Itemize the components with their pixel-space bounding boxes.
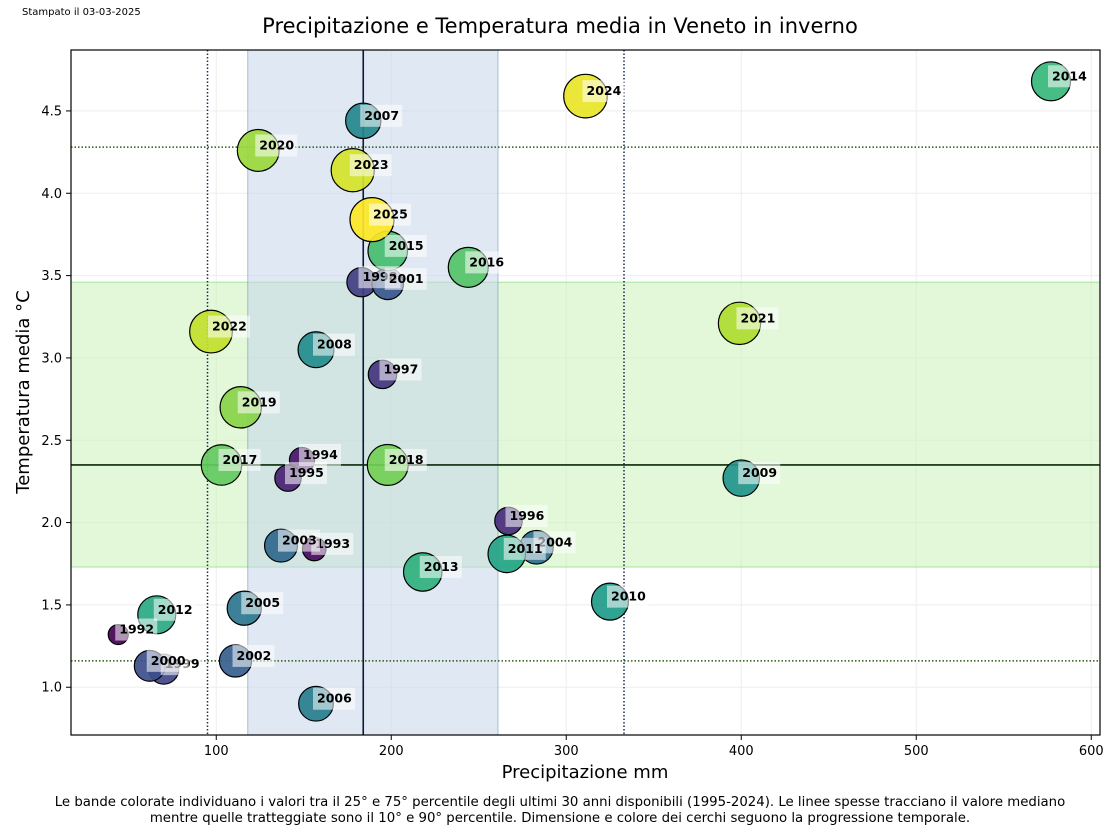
point-label-box xyxy=(153,598,196,621)
point-label-2020: 2020 xyxy=(259,137,294,152)
point-label-box xyxy=(278,529,320,552)
point-label-box xyxy=(505,504,548,527)
point-label-2014: 2014 xyxy=(1052,68,1087,83)
printed-date: Stampato il 03-03-2025 xyxy=(22,7,141,18)
point-label-2011: 2011 xyxy=(508,541,543,556)
y-tick-label: 2.0 xyxy=(41,516,62,531)
point-label-box xyxy=(232,644,275,667)
x-axis-ticks: 100 200 300 400 500 600 xyxy=(204,735,1104,759)
x-tick-label: 400 xyxy=(729,744,754,759)
point-label-box xyxy=(255,134,298,157)
point-label-1994: 1994 xyxy=(303,447,338,462)
caption-line-2: mentre quelle tratteggiate sono il 10° e… xyxy=(149,811,971,826)
point-label-2016: 2016 xyxy=(469,254,504,269)
point-label-2012: 2012 xyxy=(158,602,193,617)
point-label-box xyxy=(146,649,189,672)
x-axis-label: Precipitazione mm xyxy=(502,762,669,783)
y-axis-label: Temperatura media °C xyxy=(13,290,34,494)
chart-caption: Le bande colorate individuano i valori t… xyxy=(0,795,1120,827)
point-label-2006: 2006 xyxy=(317,691,352,706)
y-tick-label: 1.0 xyxy=(41,681,62,696)
point-label-2021: 2021 xyxy=(741,310,776,325)
point-label-box xyxy=(299,444,341,467)
point-label-2004: 2004 xyxy=(538,534,573,549)
point-label-box xyxy=(311,532,354,555)
point-label-2003: 2003 xyxy=(282,533,317,548)
point-label-box xyxy=(465,251,508,274)
point-label-2002: 2002 xyxy=(237,648,272,663)
point-label-2024: 2024 xyxy=(587,83,622,98)
x-tick-label: 300 xyxy=(554,744,579,759)
point-label-box xyxy=(582,80,625,103)
point-label-2001: 2001 xyxy=(389,271,424,286)
point-label-2008: 2008 xyxy=(317,337,352,352)
point-label-box xyxy=(115,618,158,641)
point-label-2023: 2023 xyxy=(354,157,389,172)
x-tick-label: 600 xyxy=(1079,744,1104,759)
point-label-box xyxy=(218,448,261,471)
point-label-box xyxy=(241,592,284,615)
point-label-box xyxy=(313,333,355,356)
point-label-box xyxy=(313,687,355,710)
caption-line-1: Le bande colorate individuano i valori t… xyxy=(54,795,1066,810)
point-labels: 1992199319941995199619971998199920002001… xyxy=(115,65,1090,710)
point-label-2018: 2018 xyxy=(389,452,424,467)
point-label-box xyxy=(349,154,392,177)
point-label-box xyxy=(738,462,781,485)
point-label-1997: 1997 xyxy=(384,361,419,376)
point-label-box xyxy=(369,203,411,226)
y-tick-label: 3.0 xyxy=(41,351,62,366)
point-label-1996: 1996 xyxy=(510,508,545,523)
y-tick-label: 1.5 xyxy=(41,598,62,613)
point-label-box xyxy=(503,537,546,560)
point-label-box xyxy=(419,555,462,578)
point-label-2022: 2022 xyxy=(212,319,247,334)
point-label-2015: 2015 xyxy=(389,238,424,253)
point-label-2010: 2010 xyxy=(611,589,646,604)
point-label-2019: 2019 xyxy=(242,394,277,409)
point-label-2007: 2007 xyxy=(364,108,399,123)
plot-border xyxy=(70,49,1101,736)
point-label-1993: 1993 xyxy=(315,536,350,551)
point-label-2000: 2000 xyxy=(151,653,186,668)
point-label-box xyxy=(607,585,649,608)
point-label-box xyxy=(384,234,427,257)
point-label-box xyxy=(208,315,250,338)
point-label-2005: 2005 xyxy=(245,595,280,610)
x-tick-label: 100 xyxy=(204,744,229,759)
point-label-2013: 2013 xyxy=(424,559,459,574)
x-tick-label: 200 xyxy=(379,744,404,759)
y-tick-label: 3.5 xyxy=(41,269,62,284)
point-label-box xyxy=(384,267,427,290)
point-label-2017: 2017 xyxy=(223,452,258,467)
point-label-box xyxy=(384,448,427,471)
point-label-box xyxy=(1048,65,1090,88)
y-tick-label: 2.5 xyxy=(41,434,62,449)
plot-frame xyxy=(70,49,1101,736)
chart-title: Precipitazione e Temperatura media in Ve… xyxy=(262,14,858,38)
y-axis-ticks: 1.0 1.5 2.0 2.5 3.0 3.5 4.0 4.5 xyxy=(41,104,71,696)
point-label-2009: 2009 xyxy=(742,465,777,480)
y-tick-label: 4.5 xyxy=(41,104,62,119)
point-label-box xyxy=(237,391,280,414)
point-label-1995: 1995 xyxy=(289,465,324,480)
point-label-2025: 2025 xyxy=(373,207,408,222)
point-label-box xyxy=(285,462,327,485)
x-tick-label: 500 xyxy=(904,744,929,759)
point-label-box xyxy=(379,358,422,381)
point-label-1992: 1992 xyxy=(119,622,154,637)
point-label-box xyxy=(360,104,403,127)
point-label-box xyxy=(736,307,779,330)
y-tick-label: 4.0 xyxy=(41,187,62,202)
